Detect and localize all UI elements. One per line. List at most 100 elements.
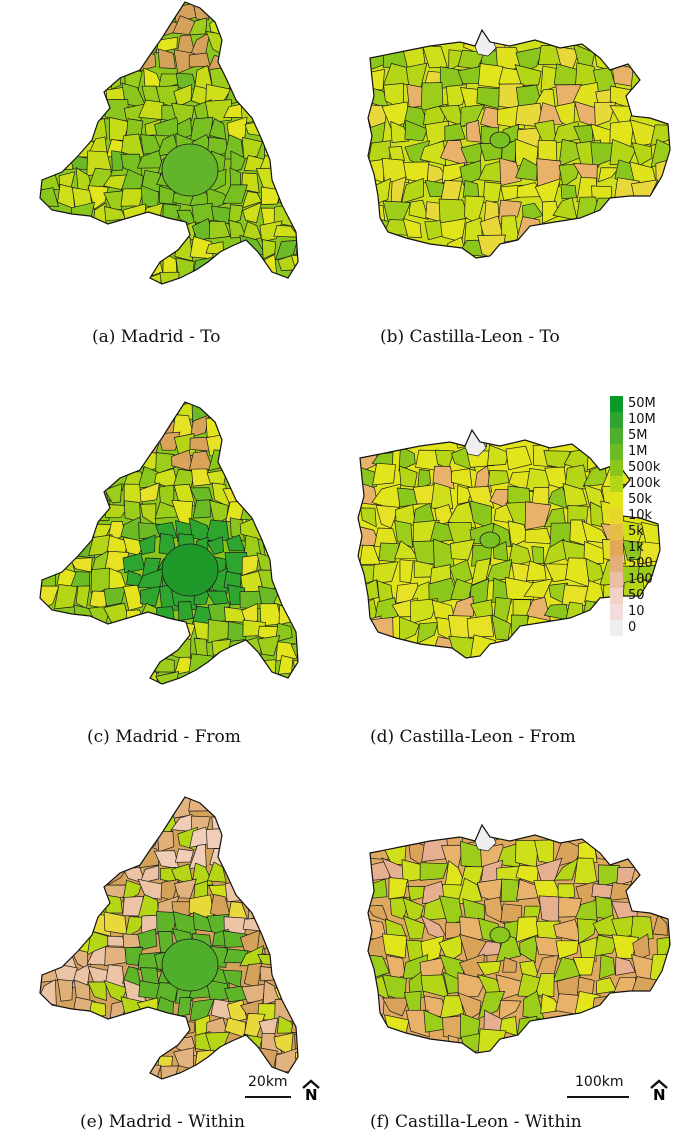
municipality — [514, 64, 542, 86]
municipality — [69, 557, 93, 573]
legend-label: 1M — [628, 444, 648, 459]
municipality — [122, 879, 142, 903]
legend-swatch — [610, 460, 623, 476]
map-panel-madrid-to: (a) Madrid - To — [0, 0, 300, 347]
map-panel-madrid-within: (e) Madrid - Within — [0, 795, 300, 1135]
scalebar-madrid: 20km — [245, 1074, 295, 1104]
legend-label: 1k — [628, 540, 644, 555]
legend-label: 50 — [628, 588, 645, 603]
choropleth-map-madrid-to — [39, 1, 299, 285]
municipality — [402, 896, 425, 924]
metro-core — [161, 938, 219, 992]
region-outline — [39, 401, 299, 685]
choropleth-map-madrid-from — [39, 401, 299, 685]
municipality — [159, 271, 180, 284]
legend-label: 50M — [628, 396, 656, 411]
caption-castilla-to: (b) Castilla-Leon - To — [380, 327, 560, 347]
municipality — [104, 946, 127, 967]
municipality — [457, 877, 483, 905]
municipality — [536, 158, 562, 188]
caption-castilla-within: (f) Castilla-Leon - Within — [370, 1112, 582, 1132]
municipality — [40, 167, 61, 190]
municipality — [290, 1019, 298, 1035]
legend-swatch — [610, 508, 623, 524]
municipality — [561, 584, 592, 607]
municipality — [449, 559, 473, 586]
municipality-layer — [40, 402, 298, 684]
caption-madrid-to: (a) Madrid - To — [92, 327, 221, 347]
north-arrow-graphic-castilla — [650, 1079, 668, 1089]
legend-item: 100 — [610, 572, 694, 588]
municipality — [296, 224, 298, 242]
municipality — [192, 499, 212, 519]
municipality — [188, 653, 214, 674]
municipality — [394, 520, 413, 549]
municipality — [505, 445, 533, 471]
legend-item: 1M — [610, 444, 694, 460]
municipality — [206, 827, 231, 849]
municipality — [630, 857, 654, 886]
legend-item: 1k — [610, 540, 694, 556]
municipality — [124, 947, 144, 966]
municipality — [193, 1049, 215, 1074]
municipality — [450, 595, 475, 622]
choropleth-map-castilla-to — [367, 28, 671, 259]
municipality — [477, 1028, 507, 1053]
municipality — [241, 136, 263, 160]
legend-label: 100 — [628, 572, 653, 587]
municipality — [375, 504, 399, 529]
municipality — [447, 1034, 459, 1053]
north-arrow-graphic-madrid — [302, 1079, 320, 1089]
legend-item: 50 — [610, 588, 694, 604]
municipality — [138, 534, 156, 555]
legend-swatch — [610, 604, 623, 620]
municipality — [399, 616, 420, 643]
municipality — [157, 48, 176, 69]
municipality — [631, 142, 653, 167]
legend-label: 500k — [628, 460, 661, 475]
municipality — [640, 521, 660, 548]
municipality — [155, 36, 178, 54]
scalebar-line-madrid — [245, 1096, 291, 1098]
municipality — [137, 928, 158, 951]
municipality-layer — [40, 2, 298, 284]
municipality — [242, 918, 265, 932]
municipality — [294, 1033, 298, 1056]
municipality — [444, 123, 466, 142]
municipality — [290, 254, 298, 275]
municipality — [594, 101, 617, 127]
legend-label: 500 — [628, 556, 653, 571]
municipality — [138, 671, 159, 684]
municipality — [419, 140, 446, 166]
municipality — [222, 184, 248, 204]
municipality — [398, 445, 416, 472]
municipality — [174, 848, 195, 863]
municipality — [474, 465, 493, 493]
municipality — [242, 201, 262, 224]
municipality — [609, 882, 640, 901]
legend-swatch — [610, 396, 623, 412]
municipality — [162, 252, 178, 278]
metro-core — [161, 143, 219, 197]
municipality — [449, 539, 476, 561]
municipality — [476, 87, 506, 109]
municipality — [162, 203, 182, 226]
municipality — [438, 934, 462, 963]
municipality — [275, 622, 293, 643]
municipality — [552, 956, 582, 983]
municipality — [359, 579, 380, 602]
municipality — [368, 68, 385, 91]
municipality — [422, 45, 448, 69]
municipality — [124, 916, 147, 938]
municipality — [122, 584, 144, 611]
municipality — [579, 936, 598, 962]
municipality — [402, 915, 426, 940]
municipality — [440, 180, 463, 201]
legend-item: 50k — [610, 492, 694, 508]
municipality — [139, 482, 160, 503]
legend-label: 10k — [628, 508, 653, 523]
municipality — [535, 973, 555, 997]
municipality — [562, 483, 588, 508]
municipality — [652, 914, 669, 936]
municipality — [371, 617, 394, 642]
